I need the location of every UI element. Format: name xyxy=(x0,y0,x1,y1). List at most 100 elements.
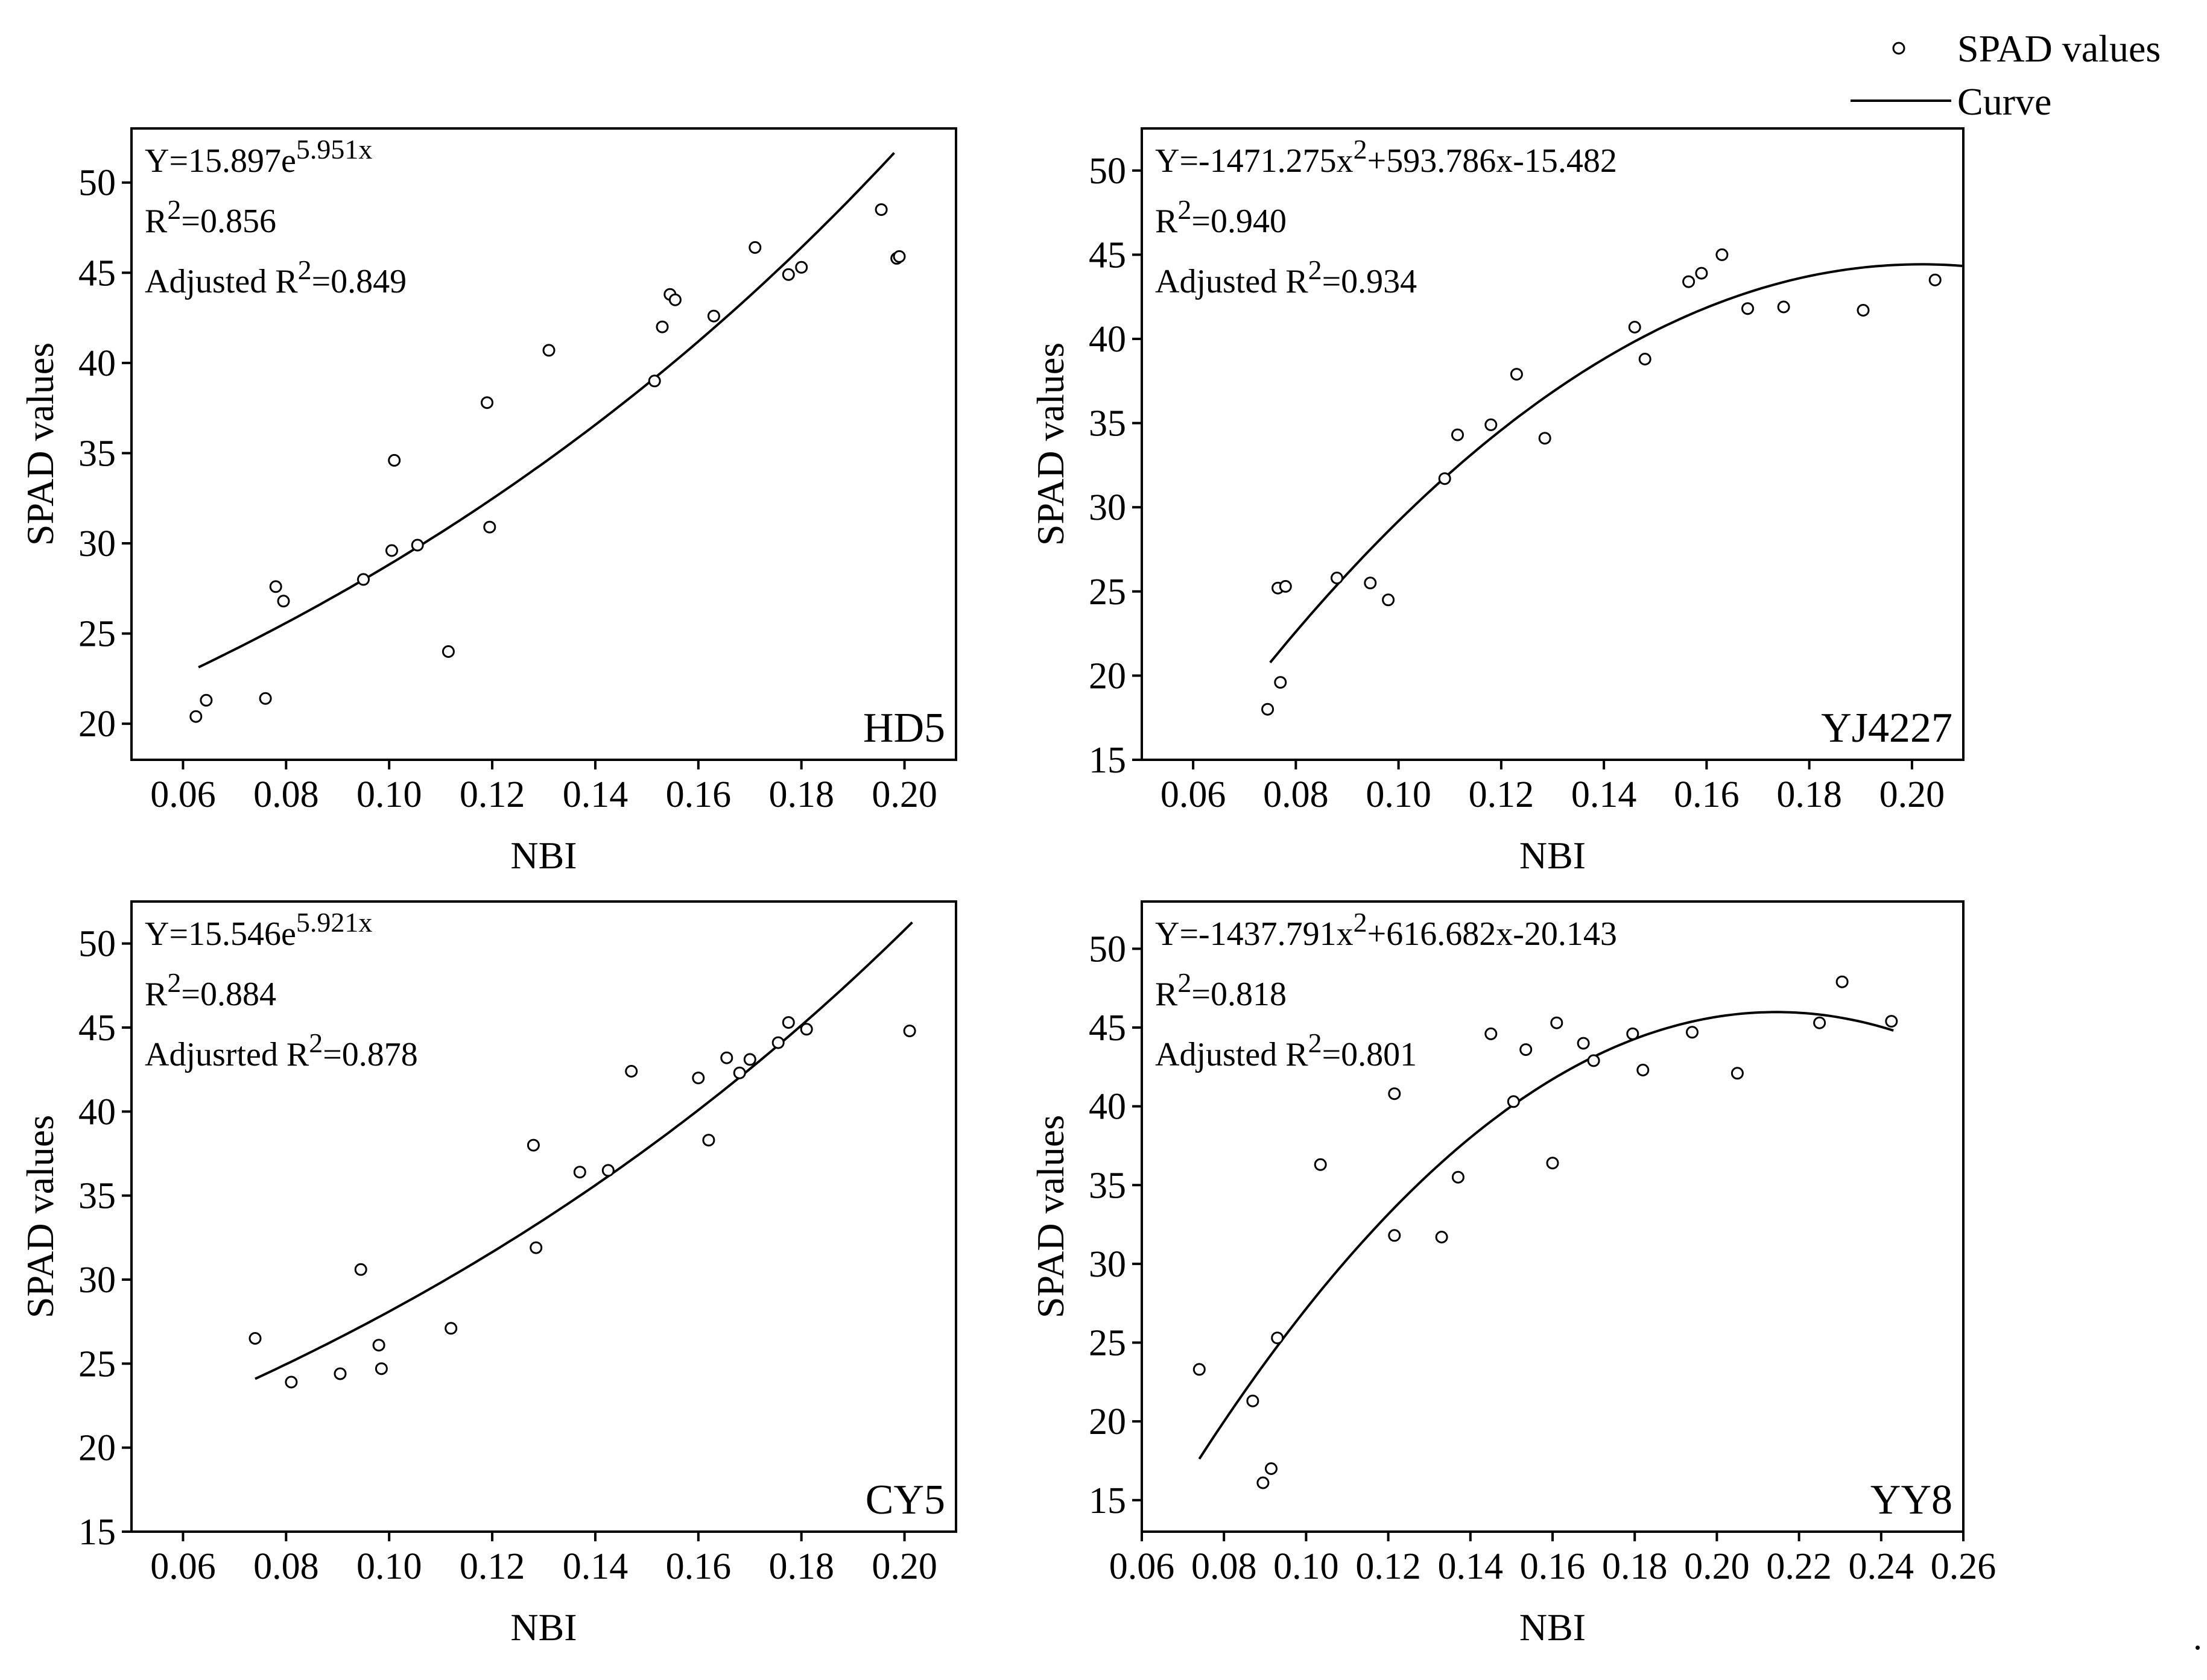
y-axis-title: SPAD values xyxy=(19,1115,62,1318)
y-tick-label: 25 xyxy=(1089,572,1126,613)
data-point xyxy=(1246,1394,1259,1407)
data-point xyxy=(692,1072,705,1085)
data-point xyxy=(1507,1095,1520,1108)
fit-equation: Y=-1471.275x2+593.786x-15.482 xyxy=(1155,134,1617,180)
y-tick-label: 40 xyxy=(78,343,116,384)
data-point xyxy=(1279,579,1292,593)
y-tick-label: 50 xyxy=(1089,151,1126,192)
x-tick-label: 0.26 xyxy=(1931,1546,1996,1587)
fit-equation: Y=15.546e5.921x xyxy=(145,907,372,953)
data-point xyxy=(656,320,669,333)
x-axis-title: NBI xyxy=(1519,1606,1586,1649)
x-tick-label: 0.10 xyxy=(1366,774,1431,815)
x-axis-title: NBI xyxy=(510,834,577,877)
data-point xyxy=(1271,1331,1284,1345)
data-point xyxy=(1885,1015,1898,1028)
panels: 0.06 0.08 0.10 0.12 0.14 0.16 0.18 0.20 20 25 30 35… xyxy=(19,127,1996,1649)
x-tick-label: 0.18 xyxy=(1776,774,1842,815)
x-tick-label: 0.22 xyxy=(1766,1546,1832,1587)
y-tick-label: 25 xyxy=(78,1344,116,1385)
y-tick-label: 30 xyxy=(1089,1244,1126,1285)
data-point xyxy=(1388,1087,1401,1101)
data-point xyxy=(1438,472,1451,485)
panel-yj4227: 0.06 0.08 0.10 0.12 0.14 0.16 0.18 0.20 15 20 25 30… xyxy=(1029,127,1965,877)
x-tick-label: 0.14 xyxy=(563,774,629,815)
data-point xyxy=(795,261,808,274)
data-point xyxy=(357,573,370,586)
x-tick-label: 0.14 xyxy=(1571,774,1637,815)
data-point xyxy=(1265,1462,1278,1475)
x-tick-label: 0.12 xyxy=(460,774,525,815)
x-tick-label: 0.10 xyxy=(356,774,422,815)
data-point xyxy=(668,293,682,306)
data-point xyxy=(1451,1170,1464,1184)
x-tick-label: 0.18 xyxy=(1602,1546,1668,1587)
data-point xyxy=(1686,1026,1699,1039)
legend: SPAD values Curve xyxy=(1851,27,2161,123)
r-squared: R2=0.818 xyxy=(1155,967,1287,1013)
y-tick-label: 35 xyxy=(78,433,116,474)
data-point xyxy=(388,453,401,467)
data-point xyxy=(702,1134,715,1147)
y-tick-label: 20 xyxy=(78,1428,116,1469)
data-point xyxy=(445,1322,458,1335)
y-tick-label: 40 xyxy=(1089,319,1126,360)
data-point xyxy=(1715,248,1729,261)
panel-cy5: 0.06 0.08 0.10 0.12 0.14 0.16 0.18 0.20 15 20 25 30… xyxy=(19,900,957,1649)
fit-curve xyxy=(255,921,913,1380)
panel-yy8: 0.06 0.08 0.10 0.12 0.14 0.16 0.18 0.20 0.22 0.24… xyxy=(1029,900,1996,1649)
x-tick-label: 0.12 xyxy=(1355,1546,1421,1587)
fit-curve xyxy=(1198,1011,1894,1460)
data-point xyxy=(385,544,398,557)
trailing-dot: . xyxy=(2193,1617,2202,1657)
data-point xyxy=(1628,321,1641,333)
x-tick-label: 0.06 xyxy=(150,1546,216,1587)
data-point xyxy=(733,1066,746,1079)
data-point xyxy=(269,580,282,593)
data-point xyxy=(1261,703,1274,716)
data-point xyxy=(1364,576,1377,590)
data-point xyxy=(200,693,213,707)
adjusted-r-squared: Adjusted R2=0.801 xyxy=(1155,1028,1417,1073)
x-tick-label: 0.08 xyxy=(253,1546,319,1587)
y-tick-label: 50 xyxy=(78,163,116,204)
x-tick-label: 0.18 xyxy=(768,774,834,815)
data-point xyxy=(1730,1067,1744,1080)
data-point xyxy=(481,396,493,409)
data-point xyxy=(1546,1157,1559,1170)
y-tick-label: 35 xyxy=(1089,403,1126,444)
x-tick-label: 0.24 xyxy=(1849,1546,1914,1587)
fit-equation: Y=-1437.791x2+616.682x-20.143 xyxy=(1155,907,1617,953)
data-point xyxy=(1256,1476,1270,1489)
data-point xyxy=(720,1051,733,1064)
data-point xyxy=(249,1332,262,1345)
r-squared: R2=0.884 xyxy=(145,967,276,1013)
data-point xyxy=(1538,432,1551,445)
x-tick-label: 0.10 xyxy=(1273,1546,1339,1587)
x-tick-label: 0.06 xyxy=(1109,1546,1175,1587)
y-tick-label: 40 xyxy=(1089,1087,1126,1128)
y-tick-label: 15 xyxy=(1089,740,1126,781)
data-point xyxy=(372,1339,385,1352)
data-point xyxy=(875,203,888,216)
x-tick-label: 0.20 xyxy=(1684,1546,1750,1587)
data-point xyxy=(601,1164,615,1177)
plot-frame xyxy=(130,900,957,1533)
data-point xyxy=(1857,304,1870,317)
plot-frame xyxy=(130,127,957,761)
data-point xyxy=(1451,428,1464,441)
data-point xyxy=(375,1362,388,1375)
y-tick-label: 35 xyxy=(1089,1165,1126,1206)
plot-frame xyxy=(1141,127,1965,761)
data-point xyxy=(442,645,455,658)
data-point xyxy=(1777,300,1790,314)
y-tick-label: 15 xyxy=(1089,1480,1126,1521)
data-point xyxy=(1636,1064,1650,1076)
data-point xyxy=(259,692,272,705)
data-point xyxy=(1314,1158,1327,1171)
data-point xyxy=(743,1053,756,1066)
legend-point-marker xyxy=(1892,42,1905,55)
x-tick-label: 0.16 xyxy=(1674,774,1740,815)
data-point xyxy=(573,1166,586,1179)
